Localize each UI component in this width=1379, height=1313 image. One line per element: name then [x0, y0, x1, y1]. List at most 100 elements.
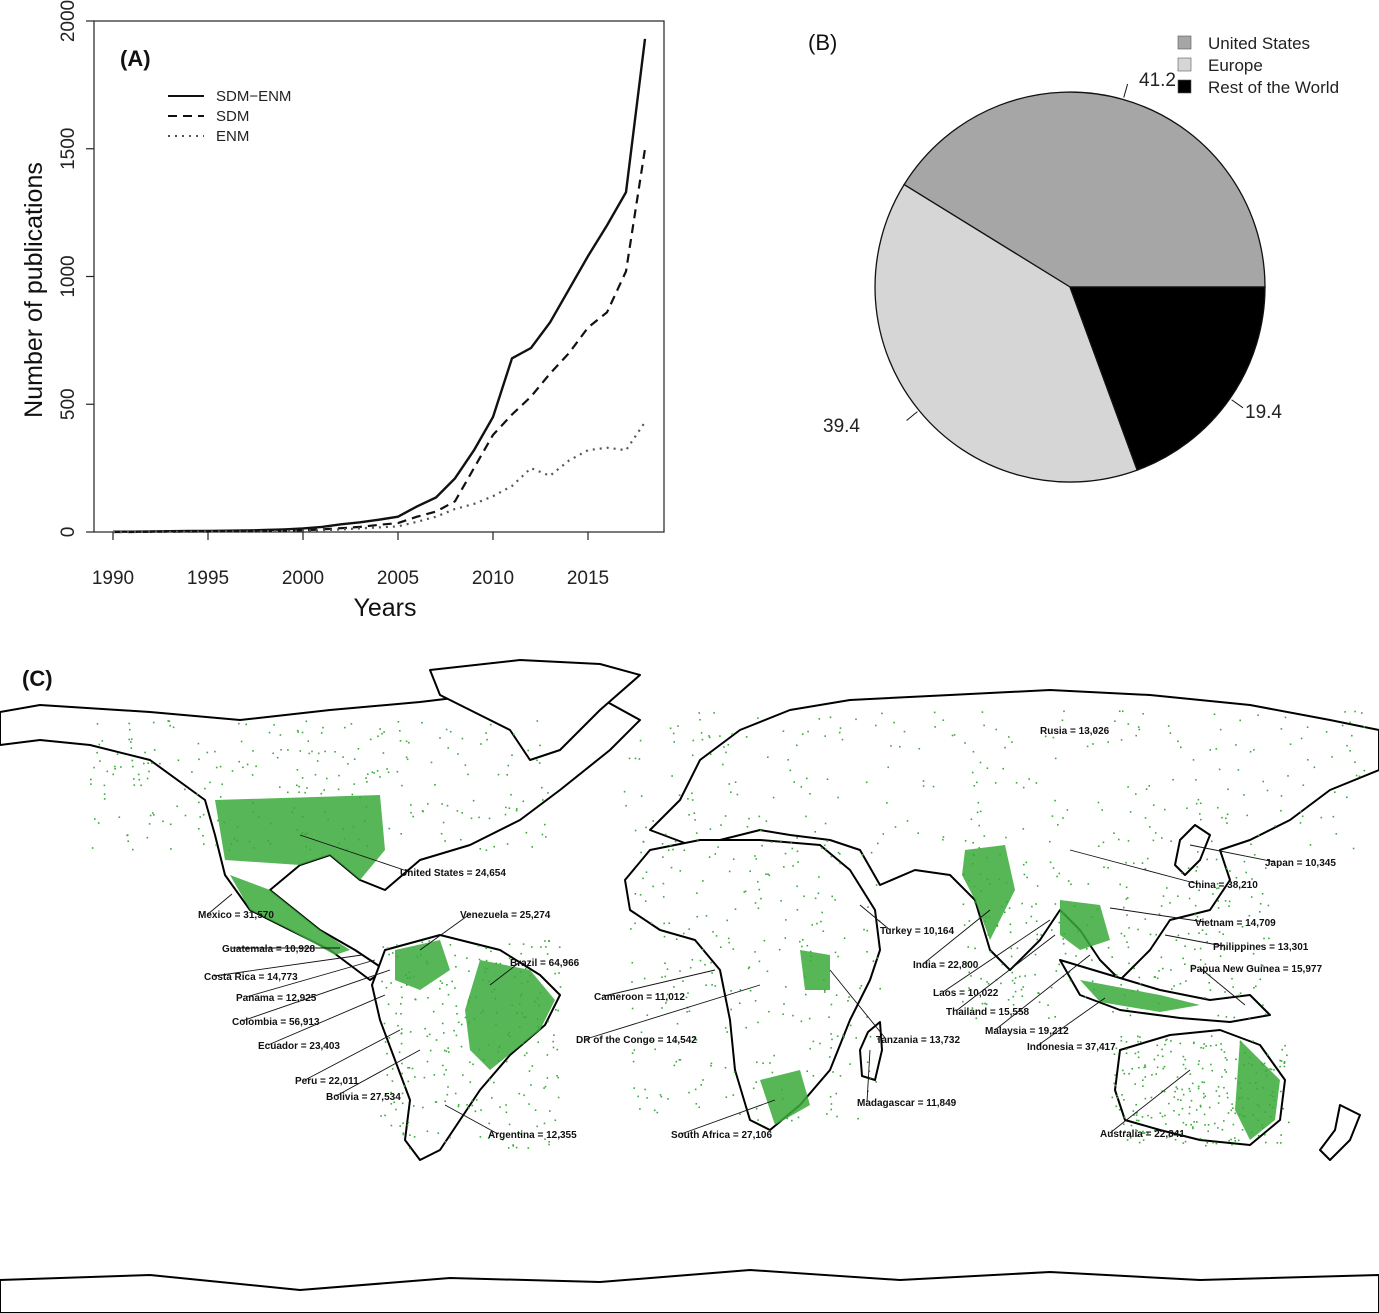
occurrence-point: [1169, 902, 1171, 904]
occurrence-point: [1213, 713, 1216, 715]
occurrence-point: [528, 1103, 530, 1105]
occurrence-point: [828, 1016, 830, 1018]
occurrence-point: [400, 1028, 403, 1030]
occurrence-point: [1203, 1081, 1205, 1084]
occurrence-point: [780, 840, 782, 842]
occurrence-point: [441, 1022, 444, 1025]
occurrence-point: [398, 1051, 401, 1054]
occurrence-point: [342, 756, 344, 758]
occurrence-point: [469, 1061, 471, 1063]
occurrence-point: [1122, 1069, 1124, 1072]
occurrence-point: [1130, 1124, 1133, 1127]
occurrence-point: [557, 1076, 559, 1079]
occurrence-point: [1127, 723, 1130, 725]
occurrence-point: [306, 832, 308, 835]
plot-frame: [93, 20, 665, 533]
occurrence-point: [1226, 813, 1229, 816]
occurrence-point: [692, 739, 695, 742]
occurrence-point: [169, 823, 172, 826]
occurrence-point: [359, 796, 361, 799]
occurrence-point: [1035, 782, 1038, 784]
occurrence-point: [479, 848, 482, 850]
occurrence-point: [1240, 1087, 1242, 1090]
occurrence-point: [1022, 786, 1025, 789]
occurrence-point: [1149, 826, 1151, 828]
occurrence-point: [557, 1096, 560, 1099]
occurrence-point: [826, 840, 829, 842]
occurrence-point: [1058, 963, 1060, 966]
occurrence-point: [1014, 977, 1017, 979]
occurrence-point: [1274, 825, 1276, 827]
occurrence-point: [1299, 810, 1302, 813]
occurrence-point: [1179, 1042, 1182, 1045]
occurrence-point: [1172, 778, 1174, 781]
brazil-records: [465, 960, 555, 1070]
occurrence-point: [639, 1108, 641, 1110]
occurrence-point: [922, 785, 925, 787]
x-axis-ticks: 1990 1995 2000 2005 2010 2015: [92, 532, 609, 589]
occurrence-point: [1265, 867, 1267, 869]
occurrence-point: [542, 799, 544, 801]
occurrence-point: [1158, 913, 1161, 915]
occurrence-point: [1116, 1094, 1118, 1097]
occurrence-point: [1280, 1134, 1282, 1136]
occurrence-point: [1255, 985, 1257, 988]
occurrence-point: [522, 943, 525, 945]
occurrence-point: [1215, 858, 1218, 861]
occurrence-point: [797, 1116, 800, 1119]
occurrence-point: [739, 1113, 741, 1115]
occurrence-point: [320, 792, 323, 795]
occurrence-point: [1251, 878, 1253, 880]
occurrence-point: [837, 955, 839, 958]
occurrence-point: [544, 940, 546, 942]
occurrence-point: [849, 1063, 851, 1065]
country-label: DR of the Congo = 14,542: [576, 1035, 697, 1046]
occurrence-point: [1196, 1121, 1198, 1123]
label-leader-line: [942, 919, 1051, 993]
occurrence-point: [1120, 1036, 1123, 1038]
occurrence-point: [672, 732, 675, 735]
occurrence-point: [273, 724, 275, 726]
occurrence-point: [894, 826, 897, 828]
occurrence-point: [634, 757, 637, 760]
occurrence-point: [408, 1067, 411, 1069]
occurrence-point: [826, 778, 829, 780]
occurrence-point: [661, 1007, 663, 1009]
occurrence-point: [1149, 933, 1152, 936]
occurrence-point: [691, 959, 694, 961]
occurrence-point: [882, 833, 885, 835]
occurrence-point: [857, 1117, 859, 1120]
occurrence-point: [521, 1012, 524, 1015]
occurrence-point: [1161, 1115, 1164, 1118]
country-label: Mexico = 31,570: [198, 910, 274, 921]
occurrence-point: [383, 731, 385, 733]
occurrence-point: [811, 924, 813, 926]
occurrence-point: [347, 763, 349, 765]
occurrence-point: [409, 1134, 411, 1136]
occurrence-point: [1189, 1073, 1192, 1075]
occurrence-point: [484, 971, 487, 973]
occurrence-point: [630, 928, 632, 930]
occurrence-point: [1198, 1060, 1200, 1062]
occurrence-point: [1257, 1135, 1260, 1137]
occurrence-point: [508, 1123, 511, 1126]
occurrence-point: [1335, 833, 1338, 835]
occurrence-point: [1063, 710, 1065, 713]
pie-slice-label: 41.2: [1139, 70, 1176, 91]
occurrence-point: [1283, 1062, 1286, 1064]
occurrence-point: [485, 732, 487, 734]
occurrence-point: [876, 957, 878, 959]
occurrence-point: [631, 1052, 634, 1054]
occurrence-point: [1144, 817, 1147, 819]
occurrence-point: [1346, 744, 1348, 747]
occurrence-point: [1019, 975, 1021, 978]
occurrence-point: [425, 960, 428, 963]
occurrence-point: [1154, 1129, 1156, 1132]
occurrence-point: [547, 1020, 549, 1023]
occurrence-point: [214, 750, 216, 753]
occurrence-point: [783, 1003, 785, 1005]
occurrence-point: [917, 832, 919, 834]
occurrence-point: [91, 847, 94, 849]
occurrence-point: [1243, 794, 1245, 796]
